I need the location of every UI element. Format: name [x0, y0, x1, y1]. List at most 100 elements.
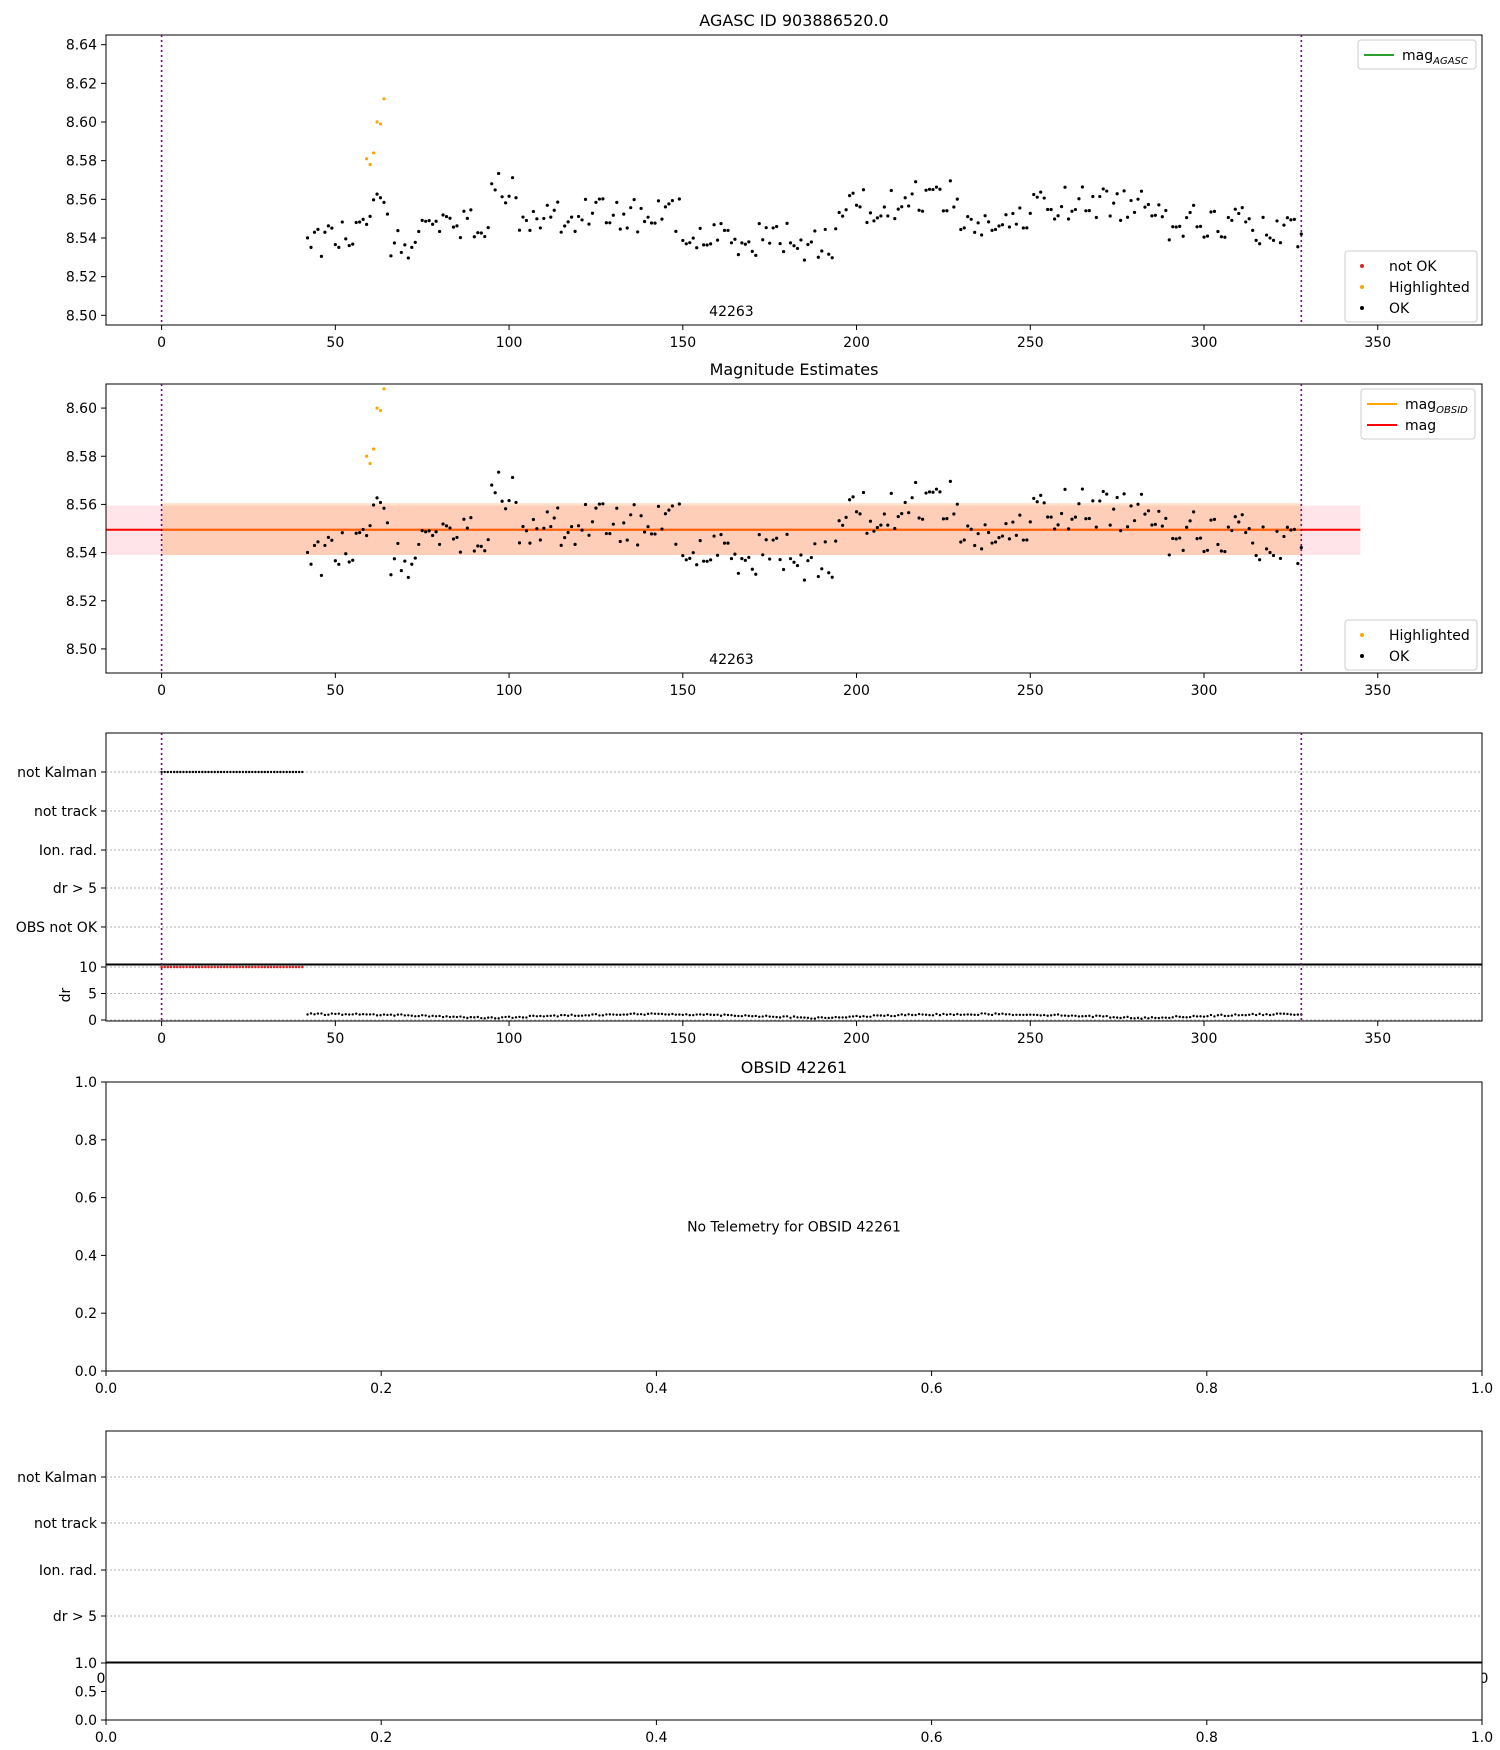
panel2-ok-point [841, 523, 845, 527]
panel1-ok-point [368, 214, 372, 218]
panel3-dr-point [771, 1015, 775, 1018]
panel1-highlighted-point [378, 122, 383, 126]
panel1-ok-point [736, 253, 741, 257]
panel1-ok-point [365, 222, 369, 226]
panel3-not-kalman-point [251, 770, 254, 774]
panel1-ok-point [1098, 194, 1102, 199]
panel3-not-kalman-point [235, 770, 238, 774]
panel1-ok-point [556, 200, 560, 204]
panel3-not-kalman-point [179, 770, 182, 774]
panel2-ok-point [629, 513, 633, 517]
panel3-dr-point [1286, 1012, 1289, 1016]
panel2-ok-point [667, 508, 671, 512]
panel1-ok-point [1191, 203, 1196, 207]
panel1-ok-point [886, 214, 890, 218]
panel3-dr-point [716, 1013, 719, 1016]
panel1-ok-point [1011, 211, 1015, 216]
panel1-ok-point [625, 226, 629, 230]
panel2-x-tick-label: 350 [1364, 683, 1391, 699]
panel2-ok-point [1098, 499, 1102, 503]
panel2-x-tick-label: 0 [157, 683, 166, 699]
panel2-ok-point [1219, 549, 1223, 553]
panel5-clipped-tick-label: 0 [1480, 1671, 1489, 1687]
panel5-dr-tick-label: 0.0 [75, 1713, 97, 1729]
panel2-obsid-label: 42263 [709, 652, 754, 668]
panel2-ok-point [990, 541, 994, 545]
panel2-ok-point [966, 524, 970, 528]
panel2-ok-point [580, 528, 584, 532]
panel1-ok-point [806, 242, 810, 247]
panel2-highlighted-point [382, 387, 386, 391]
panel3-dr-point [559, 1013, 563, 1017]
panel3-dr-point [1213, 1015, 1216, 1018]
panel3-dr-point [903, 1013, 907, 1017]
panel3-dr-point [525, 1016, 528, 1019]
panel2-ok-point [347, 560, 351, 564]
panel2-ok-point [754, 572, 758, 576]
panel3-not-kalman-point [191, 770, 195, 774]
panel3-flag-label: Ion. rad. [39, 843, 97, 859]
panel1-ok-point [448, 216, 452, 220]
panel1-ok-point [781, 249, 786, 254]
panel3-dr-point [1046, 1014, 1049, 1017]
panel3-dr-point [681, 1013, 685, 1017]
panel3-dr-point [806, 1016, 810, 1020]
panel2-ok-point [479, 544, 483, 548]
panel3-dr-point [765, 1014, 768, 1017]
panel3-dr-point [316, 1012, 320, 1015]
panel1-ok-point [907, 204, 911, 208]
panel1-ok-point [1254, 238, 1258, 242]
panel3-dr-point [535, 1015, 539, 1018]
panel2-ok-point [462, 517, 466, 521]
panel2-ok-point [417, 542, 421, 547]
panel3-dr-point [1095, 1014, 1098, 1017]
panel2-legend-bottom-label: Highlighted [1389, 628, 1470, 644]
panel3-dr-point [473, 1016, 476, 1019]
panel1-ok-point [646, 215, 650, 219]
panel3-dr-point [615, 1013, 618, 1017]
panel1-ok-point [823, 227, 827, 232]
panel3-dr-point [719, 1014, 723, 1017]
panel1-ok-point [1132, 210, 1137, 214]
panel1-ok-point [719, 221, 723, 226]
panel2-ok-point [424, 530, 428, 534]
panel3-dr-point [646, 1012, 650, 1016]
panel4-title: OBSID 42261 [741, 1058, 847, 1077]
panel3-dr-red-point [269, 965, 273, 969]
panel3-dr-point [1109, 1016, 1112, 1019]
panel1-ok-point [993, 227, 998, 232]
panel2-ok-point [382, 506, 386, 510]
panel3-dr-red-point [235, 965, 238, 969]
panel2-ok-point [545, 510, 549, 514]
panel4-x-tick-label: 0.8 [1196, 1381, 1218, 1397]
panel3-dr-point [1115, 1016, 1119, 1019]
panel1-ok-point [500, 195, 504, 199]
panel3-dr-point [997, 1013, 1001, 1016]
panel1-ok-point [441, 213, 445, 217]
panel2-ok-point [1216, 542, 1220, 547]
panel2-x-tick-label: 200 [843, 683, 870, 699]
panel1-ok-point [615, 200, 619, 204]
panel1-x-tick-label: 100 [496, 335, 523, 351]
panel3-not-kalman-point [257, 770, 260, 774]
panel3-dr-point [1060, 1014, 1063, 1017]
panel4-x-tick-label: 0.2 [370, 1381, 392, 1397]
panel1-ok-point [1143, 205, 1147, 209]
panel1-ok-point [771, 226, 775, 230]
panel3-dr-point [963, 1013, 966, 1016]
panel3-dr-point [1067, 1014, 1070, 1018]
panel3-dr-point [1004, 1013, 1008, 1016]
panel1-ok-point [875, 216, 879, 220]
panel2-ok-point [573, 542, 577, 546]
panel2-ok-point [437, 542, 442, 547]
panel1-ok-point [1171, 225, 1175, 229]
panel3-dr-point [1209, 1013, 1213, 1017]
panel2-ok-point [1223, 549, 1227, 554]
panel1-ok-point [399, 250, 403, 255]
panel3-dr-red-point [200, 965, 204, 969]
panel1-ok-point [392, 241, 397, 245]
panel2-y-tick-label: 8.60 [66, 401, 97, 417]
panel2-ok-point [570, 524, 574, 529]
panel2-legend-bottom-dot-swatch [1360, 654, 1364, 658]
panel2-ok-point [792, 560, 796, 564]
